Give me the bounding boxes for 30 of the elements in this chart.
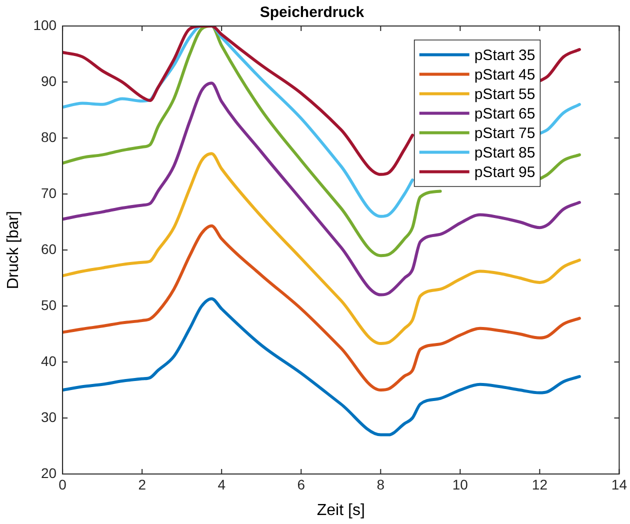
x-tick-label: 6 xyxy=(297,476,306,492)
x-tick-label: 14 xyxy=(611,476,628,492)
x-tick-label: 12 xyxy=(532,476,548,492)
x-tick-label: 8 xyxy=(376,476,385,492)
legend-label: pStart 55 xyxy=(474,86,536,103)
y-tick-label: 80 xyxy=(40,128,57,145)
y-tick-label: 70 xyxy=(40,184,57,201)
y-tick-label: 50 xyxy=(40,296,57,313)
x-tick-label: 0 xyxy=(58,476,67,492)
legend-label: pStart 85 xyxy=(474,144,536,162)
x-axis-title: Zeit [s] xyxy=(316,502,365,519)
x-tick-label: 2 xyxy=(138,476,146,492)
legend-label: pStart 65 xyxy=(474,105,536,122)
y-tick-label: 30 xyxy=(40,408,57,425)
legend-label: pStart 35 xyxy=(474,46,536,64)
y-tick-label: 60 xyxy=(40,240,57,257)
chart-title: Speicherdruck xyxy=(260,4,365,22)
y-tick-label: 90 xyxy=(40,72,57,89)
legend-label: pStart 75 xyxy=(474,124,536,142)
line-series xyxy=(62,297,581,436)
x-tick-label: 10 xyxy=(452,476,468,492)
y-tick-label: 100 xyxy=(33,16,57,33)
legend-label: pStart 95 xyxy=(474,164,536,181)
y-tick-label: 40 xyxy=(40,352,57,369)
x-tick-label: 4 xyxy=(218,476,226,492)
y-tick-label: 20 xyxy=(40,464,57,481)
y-axis-title: Druck [bar] xyxy=(5,210,22,290)
line-series xyxy=(62,224,581,392)
legend-label: pStart 45 xyxy=(474,66,536,84)
line-series xyxy=(62,82,581,296)
